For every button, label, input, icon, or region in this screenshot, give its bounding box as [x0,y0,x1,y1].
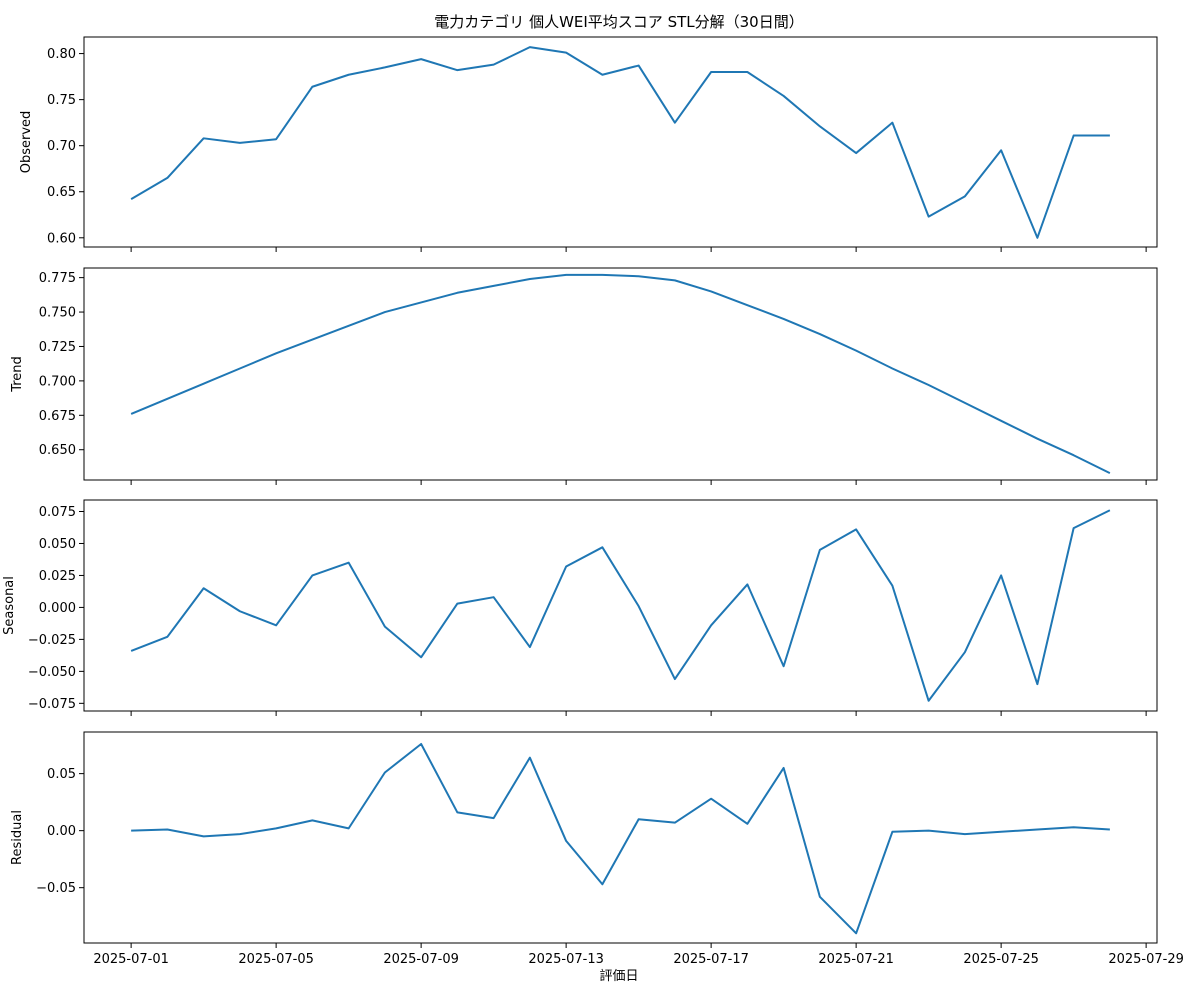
series-line-observed [130,46,1110,239]
y-tick-label: 0.00 [47,824,76,839]
y-tick-label: −0.05 [36,881,76,896]
y-axis-label: Trend [10,356,25,393]
y-tick-label: 0.675 [39,409,76,424]
y-tick-label: 0.05 [47,767,76,782]
x-tick-label: 2025-07-25 [963,952,1039,967]
y-tick-label: 0.75 [47,93,76,108]
panel-trend: 0.650 0.675 0.700 0.725 0.750 0.775 Trend [10,267,1158,485]
y-tick-label: 0.80 [47,47,76,62]
figure-title: 電力カテゴリ 個人WEI平均スコア STL分解（30日間） [434,13,803,31]
axes-frame [83,36,1158,248]
y-tick-label: 0.700 [39,374,76,389]
y-axis-label: Observed [19,111,34,174]
y-tick-label: 0.60 [47,231,76,246]
x-tick-label: 2025-07-01 [93,952,169,967]
y-tick-label: −0.025 [28,633,76,648]
x-tick-label: 2025-07-09 [383,952,459,967]
panels: 0.600.650.700.750.80Observed0.6500.6750.… [2,36,1184,967]
series-line-trend [130,273,1111,475]
x-axis-label: 評価日 [599,969,638,984]
y-tick-label: 0.750 [39,306,76,321]
y-tick-label: 0.70 [47,139,76,154]
series-line-seasonal [130,509,1111,702]
y-tick-label: −0.075 [28,697,76,712]
panel-residual: −0.05 0.00 0.05 2025-07-01 2025-07-05 2025-07… [10,731,1184,967]
series-line-residual [131,742,1110,935]
y-axis-label: Residual [10,810,25,865]
y-tick-label: 0.075 [39,505,76,520]
x-tick-label: 2025-07-29 [1108,952,1184,967]
panel-seasonal: −0.075 −0.050 −0.025 0.000 0.025 0.050 0.075 Se… [2,499,1158,716]
y-tick-label: 0.725 [39,340,76,355]
y-tick-label: 0.025 [39,569,76,584]
axes-frame [83,731,1158,944]
y-tick-label: 0.050 [39,537,76,552]
y-tick-label: 0.775 [39,271,76,286]
panel-observed: 0.60 0.65 0.70 0.75 0.80 Observed [19,36,1158,252]
y-axis-label: Seasonal [2,576,17,635]
x-tick-label: 2025-07-05 [238,952,314,967]
axes-frame [83,499,1158,712]
x-tick-label: 2025-07-17 [673,952,749,967]
x-tick-label: 2025-07-21 [818,952,894,967]
y-tick-label: 0.000 [39,601,76,616]
y-tick-label: −0.050 [28,665,76,680]
y-tick-label: 0.650 [39,443,76,458]
axes-frame [83,267,1158,481]
x-tick-label: 2025-07-13 [528,952,604,967]
y-tick-label: 0.65 [47,185,76,200]
